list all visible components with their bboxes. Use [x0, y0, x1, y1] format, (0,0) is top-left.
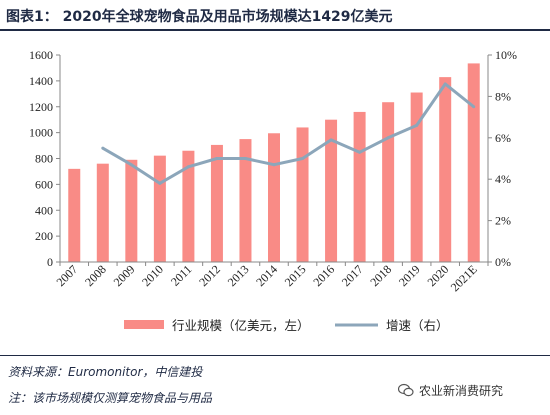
x-tick-label: 2010: [139, 262, 166, 289]
left-tick-label: 1200: [29, 100, 53, 114]
growth-line: [102, 82, 475, 185]
x-tick-label: 2019: [396, 262, 423, 289]
x-tick-label: 2021E: [448, 262, 480, 294]
bar-2013: [239, 139, 252, 262]
legend-line-label: 增速（右）: [386, 318, 449, 333]
growth-point-2010: [158, 181, 162, 185]
growth-point-2014: [272, 163, 276, 167]
bar-2015: [296, 127, 309, 262]
left-tick-label: 1000: [29, 126, 53, 140]
growth-point-2012: [215, 157, 219, 160]
right-tick-label: 6%: [495, 131, 511, 145]
right-tick-label: 0%: [495, 255, 511, 269]
growth-point-2021E: [472, 105, 476, 109]
growth-point-2013: [243, 157, 247, 160]
bar-2018: [382, 102, 395, 262]
title-bar: 图表1： 2020年全球宠物食品及用品市场规模达1429亿美元: [0, 0, 550, 30]
bar-2007: [68, 168, 81, 262]
wechat-icon: [398, 383, 414, 397]
legend-bar-swatch: [124, 320, 164, 329]
source-text: 资料来源：Euromonitor，中信建投: [8, 365, 203, 379]
bar-2011: [182, 150, 195, 262]
chart-title: 图表1： 2020年全球宠物食品及用品市场规模达1429亿美元: [6, 9, 393, 25]
bar-2020: [439, 77, 452, 262]
growth-point-2019: [415, 123, 419, 127]
left-tick-label: 1400: [29, 74, 53, 88]
bar-2014: [268, 133, 280, 262]
growth-point-2020: [443, 82, 447, 86]
left-tick-label: 800: [35, 152, 53, 166]
bar-2010: [153, 155, 166, 262]
left-tick-label: 600: [35, 177, 53, 191]
growth-point-2018: [386, 136, 390, 140]
x-tick-label: 2011: [168, 262, 195, 289]
growth-point-2017: [358, 150, 362, 154]
right-tick-label: 4%: [495, 172, 511, 186]
bar-2017: [353, 111, 366, 262]
bar-2009: [125, 159, 138, 262]
right-tick-label: 2%: [495, 214, 511, 228]
x-tick-label: 2012: [196, 262, 223, 289]
growth-point-2009: [129, 163, 133, 167]
bar-2008: [96, 163, 109, 262]
right-tick-label: 10%: [495, 48, 517, 62]
left-tick-label: 400: [35, 203, 53, 217]
left-tick-label: 1600: [29, 48, 53, 62]
growth-point-2011: [186, 165, 190, 169]
bar-2012: [210, 144, 223, 262]
title-divider: [0, 29, 550, 31]
left-tick-label: 0: [47, 255, 53, 269]
x-tick-label: 2018: [367, 262, 394, 289]
x-tick-label: 2016: [310, 262, 337, 289]
legend-bar-label: 行业规模（亿美元，左）: [172, 318, 310, 333]
bar-2021E: [467, 63, 480, 262]
note-text: 注：该市场规模仅测算宠物食品与用品: [8, 391, 213, 405]
chart: 0 200 400 600 800 1000 1200 1400 1600 0% 2% 4% 6% 8% 1…: [29, 48, 517, 333]
bar-2016: [325, 119, 338, 262]
right-tick-label: 8%: [495, 89, 511, 103]
x-tick-label: 2014: [253, 262, 280, 289]
watermark: 农业新消费研究: [398, 381, 503, 399]
growth-point-2008: [101, 146, 105, 150]
x-tick-label: 2009: [111, 262, 138, 289]
bottom-divider: [0, 355, 550, 356]
x-tick-label: 2008: [82, 262, 109, 289]
x-tick-label: 2015: [282, 262, 309, 289]
left-tick-label: 200: [35, 229, 53, 243]
x-tick-label: 2017: [339, 262, 366, 289]
bar-2019: [410, 92, 423, 262]
x-tick-label: 2013: [225, 262, 252, 289]
growth-point-2015: [301, 157, 305, 160]
growth-point-2016: [329, 138, 333, 142]
watermark-text: 农业新消费研究: [419, 383, 504, 398]
x-tick-label: 2007: [54, 262, 81, 289]
